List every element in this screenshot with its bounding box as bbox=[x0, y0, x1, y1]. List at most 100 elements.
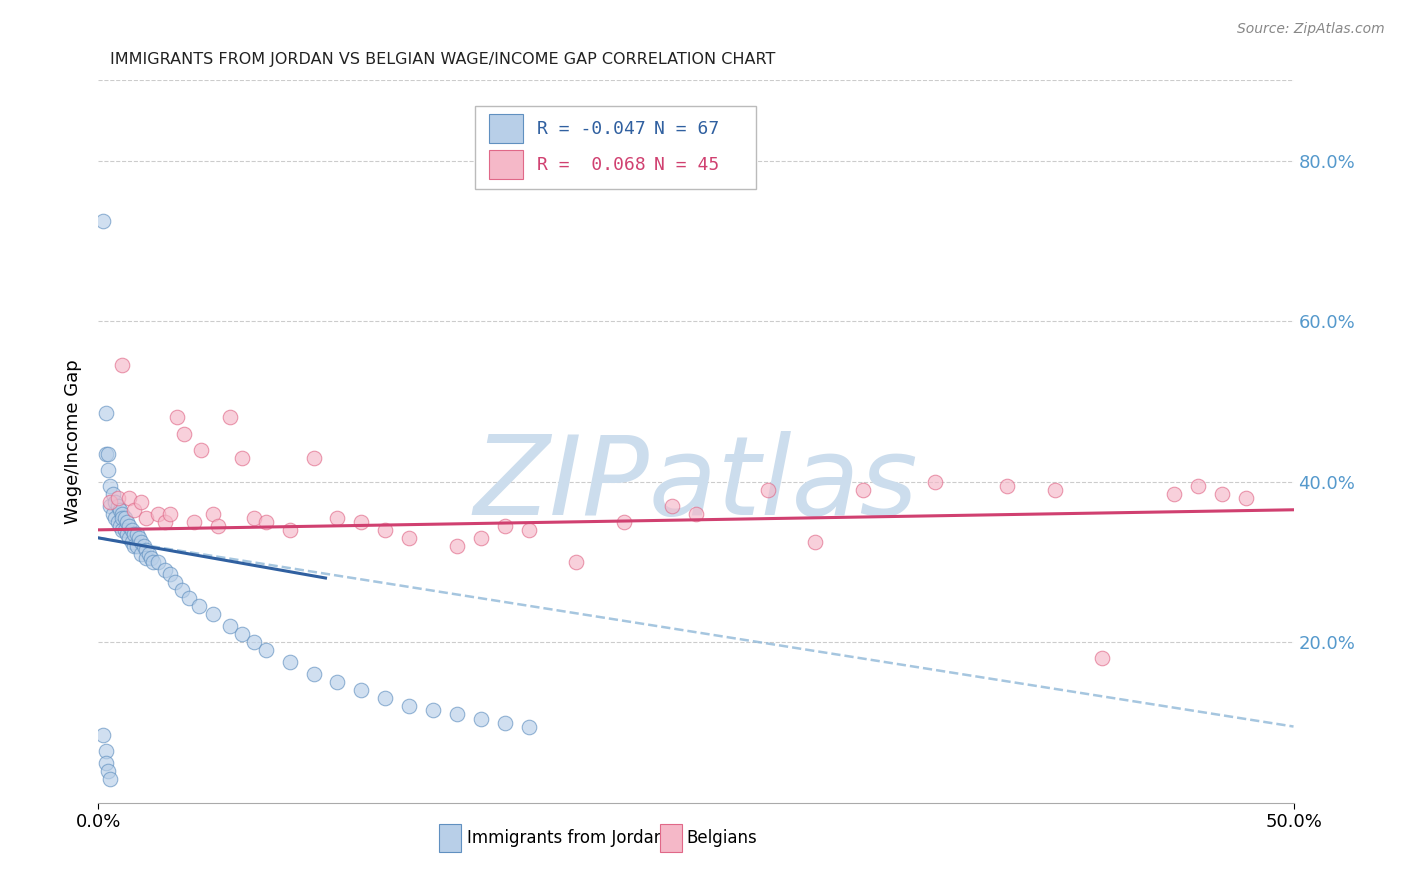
Point bbox=[173, 426, 195, 441]
Text: R =  0.068: R = 0.068 bbox=[537, 156, 645, 174]
Point bbox=[302, 450, 325, 465]
Text: Source: ZipAtlas.com: Source: ZipAtlas.com bbox=[1237, 22, 1385, 37]
Point bbox=[231, 627, 253, 641]
Point bbox=[97, 462, 120, 476]
Point bbox=[374, 691, 396, 706]
Point bbox=[494, 518, 516, 533]
Point bbox=[302, 667, 325, 681]
Point bbox=[98, 499, 122, 513]
Point bbox=[135, 550, 157, 566]
Text: ZIPatlas: ZIPatlas bbox=[474, 432, 918, 539]
Point bbox=[108, 502, 131, 516]
Point bbox=[995, 478, 1018, 492]
Point bbox=[98, 772, 122, 786]
Point bbox=[159, 507, 181, 521]
Point bbox=[131, 534, 153, 549]
Point bbox=[104, 510, 127, 524]
Point bbox=[685, 507, 707, 521]
Point bbox=[111, 507, 134, 521]
Point bbox=[107, 491, 129, 505]
Point bbox=[139, 550, 162, 566]
Point bbox=[350, 515, 373, 529]
Point bbox=[804, 534, 827, 549]
Text: IMMIGRANTS FROM JORDAN VS BELGIAN WAGE/INCOME GAP CORRELATION CHART: IMMIGRANTS FROM JORDAN VS BELGIAN WAGE/I… bbox=[111, 52, 776, 67]
Point bbox=[202, 607, 225, 621]
Point bbox=[125, 526, 148, 541]
Point bbox=[190, 442, 212, 457]
Point bbox=[243, 510, 266, 524]
Point bbox=[128, 531, 150, 545]
Point bbox=[613, 515, 636, 529]
Text: N = 45: N = 45 bbox=[654, 156, 720, 174]
Point bbox=[131, 547, 153, 561]
Point bbox=[91, 728, 114, 742]
Point bbox=[852, 483, 875, 497]
Point bbox=[254, 515, 277, 529]
Point bbox=[94, 756, 117, 770]
Point bbox=[148, 555, 170, 569]
Point bbox=[97, 764, 120, 778]
Point bbox=[374, 523, 396, 537]
Point bbox=[155, 563, 177, 577]
Point bbox=[398, 699, 420, 714]
FancyBboxPatch shape bbox=[475, 105, 756, 189]
Text: R = -0.047: R = -0.047 bbox=[537, 120, 645, 137]
Point bbox=[94, 446, 117, 460]
Point bbox=[326, 510, 349, 524]
Point bbox=[124, 502, 146, 516]
Point bbox=[517, 523, 540, 537]
Point bbox=[115, 515, 138, 529]
Point bbox=[118, 518, 141, 533]
Point bbox=[114, 523, 136, 537]
Y-axis label: Wage/Income Gap: Wage/Income Gap bbox=[65, 359, 83, 524]
Point bbox=[121, 534, 143, 549]
Text: Immigrants from Jordan: Immigrants from Jordan bbox=[467, 830, 664, 847]
Point bbox=[131, 494, 153, 508]
Point bbox=[207, 518, 229, 533]
Point bbox=[121, 523, 143, 537]
Point bbox=[125, 539, 148, 553]
Point bbox=[118, 531, 141, 545]
Point bbox=[1043, 483, 1066, 497]
Point bbox=[278, 523, 301, 537]
Point bbox=[565, 555, 588, 569]
Point bbox=[183, 515, 205, 529]
Point bbox=[101, 507, 124, 521]
Point bbox=[278, 655, 301, 669]
Point bbox=[115, 526, 138, 541]
Point bbox=[107, 515, 129, 529]
Point bbox=[124, 526, 146, 541]
Point bbox=[231, 450, 253, 465]
Point bbox=[470, 531, 492, 545]
Point bbox=[494, 715, 516, 730]
Point bbox=[166, 410, 188, 425]
Text: Belgians: Belgians bbox=[686, 830, 758, 847]
Point bbox=[155, 515, 177, 529]
Point bbox=[111, 510, 134, 524]
Point bbox=[661, 499, 683, 513]
Point bbox=[187, 599, 209, 614]
Point bbox=[97, 446, 120, 460]
Point bbox=[219, 410, 242, 425]
Point bbox=[94, 744, 117, 758]
Point bbox=[1091, 651, 1114, 665]
Point bbox=[148, 507, 170, 521]
Point bbox=[1163, 486, 1185, 500]
Point bbox=[135, 542, 157, 557]
Point bbox=[446, 707, 468, 722]
FancyBboxPatch shape bbox=[489, 151, 523, 179]
Point bbox=[132, 539, 155, 553]
Point bbox=[243, 635, 266, 649]
Point bbox=[138, 547, 160, 561]
Point bbox=[756, 483, 779, 497]
Point bbox=[107, 499, 129, 513]
Point bbox=[254, 643, 277, 657]
Point bbox=[142, 555, 165, 569]
FancyBboxPatch shape bbox=[661, 824, 682, 852]
Point bbox=[135, 510, 157, 524]
FancyBboxPatch shape bbox=[489, 114, 523, 143]
Point bbox=[172, 583, 194, 598]
Point bbox=[124, 539, 146, 553]
Point bbox=[326, 675, 349, 690]
Point bbox=[350, 683, 373, 698]
